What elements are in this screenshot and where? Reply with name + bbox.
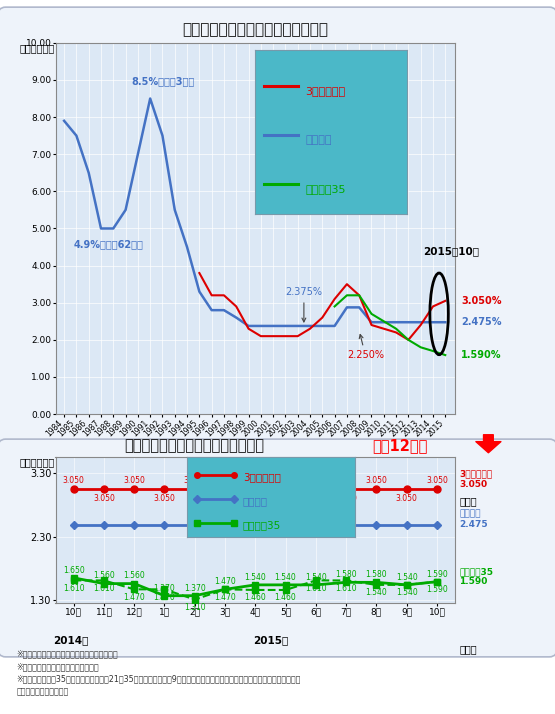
Text: 2014年: 2014年 bbox=[53, 635, 89, 645]
Text: 1.540: 1.540 bbox=[396, 588, 417, 597]
Text: 1.470: 1.470 bbox=[154, 593, 175, 601]
Text: 3.050%: 3.050% bbox=[461, 296, 502, 306]
Text: 3.050: 3.050 bbox=[214, 494, 236, 503]
Title: 民間金融機関の住宅ローン金利推移: 民間金融機関の住宅ローン金利推移 bbox=[182, 23, 329, 38]
Text: 1.310: 1.310 bbox=[184, 603, 205, 612]
Text: 3.050: 3.050 bbox=[63, 476, 84, 485]
Text: 3.050: 3.050 bbox=[275, 494, 296, 503]
Text: 1.610: 1.610 bbox=[93, 583, 115, 593]
Text: 1.610: 1.610 bbox=[335, 583, 357, 593]
Text: 1.470: 1.470 bbox=[123, 593, 145, 601]
Text: 3.050: 3.050 bbox=[123, 476, 145, 485]
Text: （年率・％）: （年率・％） bbox=[19, 43, 55, 53]
Text: ※住宅金融支援機構公表のデータを元に編集。
※主要都市銀行における金利を掲載。
※最新のフラット35の金利は、返済期間21〜35年タイプ（融資率9割以下）の金利: ※住宅金融支援機構公表のデータを元に編集。 ※主要都市銀行における金利を掲載。 … bbox=[17, 650, 301, 696]
Text: 1.580: 1.580 bbox=[366, 570, 387, 579]
Text: （年）: （年） bbox=[459, 496, 477, 506]
Text: 1.540: 1.540 bbox=[396, 573, 417, 582]
Text: （年率・％）: （年率・％） bbox=[19, 457, 55, 467]
Text: フラット35: フラット35 bbox=[459, 567, 493, 576]
Text: 1.540: 1.540 bbox=[275, 573, 296, 582]
Text: 3.050: 3.050 bbox=[335, 494, 357, 503]
Text: 8.5%（平成3年）: 8.5%（平成3年） bbox=[132, 76, 195, 86]
Text: 2015年: 2015年 bbox=[253, 635, 288, 645]
Text: 1.590: 1.590 bbox=[426, 585, 448, 594]
Text: 1.460: 1.460 bbox=[244, 593, 266, 602]
Text: 3.050: 3.050 bbox=[305, 476, 327, 485]
Text: 3.050: 3.050 bbox=[93, 494, 115, 503]
Text: 1.590: 1.590 bbox=[426, 570, 448, 578]
Text: 3.050: 3.050 bbox=[244, 476, 266, 485]
Text: 民間金融機関の住宅ローン金利推移: 民間金融機関の住宅ローン金利推移 bbox=[124, 438, 264, 453]
Text: 1.540: 1.540 bbox=[305, 573, 327, 582]
Text: 1.470: 1.470 bbox=[214, 593, 236, 601]
Text: 3.050: 3.050 bbox=[365, 476, 387, 485]
Text: 2.475%: 2.475% bbox=[461, 317, 502, 327]
Text: 1.610: 1.610 bbox=[305, 583, 327, 593]
Text: 1.460: 1.460 bbox=[275, 593, 296, 602]
Text: 2.375%: 2.375% bbox=[285, 287, 322, 322]
Text: 3.050: 3.050 bbox=[154, 494, 175, 503]
Text: 1.590%: 1.590% bbox=[461, 350, 502, 360]
Text: 3.050: 3.050 bbox=[184, 476, 206, 485]
Text: 4.9%（昭和62年）: 4.9%（昭和62年） bbox=[74, 239, 144, 249]
Text: 3年固定金利: 3年固定金利 bbox=[459, 470, 492, 478]
Text: 1.610: 1.610 bbox=[63, 583, 84, 593]
Text: （年）: （年） bbox=[459, 644, 477, 654]
Text: 1.470: 1.470 bbox=[214, 577, 236, 586]
Text: 変動金利: 変動金利 bbox=[459, 510, 481, 519]
Text: 1.540: 1.540 bbox=[244, 573, 266, 582]
Text: 2.250%: 2.250% bbox=[347, 334, 384, 361]
Text: 2.475: 2.475 bbox=[459, 520, 488, 529]
Text: 1.370: 1.370 bbox=[184, 583, 206, 593]
Text: 3.050: 3.050 bbox=[396, 494, 417, 503]
Text: 1.560: 1.560 bbox=[123, 571, 145, 580]
Text: 2015年10月: 2015年10月 bbox=[423, 246, 479, 256]
Text: 3.050: 3.050 bbox=[426, 476, 448, 485]
Text: 1.580: 1.580 bbox=[335, 570, 357, 579]
Text: 最近12ヶ月: 最近12ヶ月 bbox=[372, 438, 427, 453]
Text: 1.370: 1.370 bbox=[154, 583, 175, 593]
Text: 3.050: 3.050 bbox=[459, 480, 487, 489]
Text: 1.540: 1.540 bbox=[366, 588, 387, 597]
Text: 1.560: 1.560 bbox=[93, 571, 115, 580]
Text: 1.650: 1.650 bbox=[63, 565, 84, 575]
Text: 1.590: 1.590 bbox=[459, 577, 487, 585]
